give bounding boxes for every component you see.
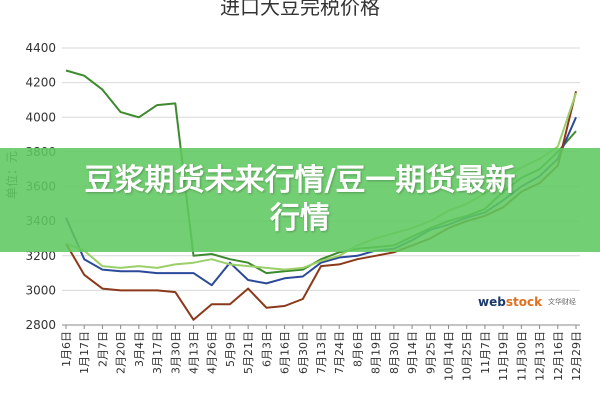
y-tick-label: 4000 <box>25 110 56 124</box>
x-tick-label: 11月19日 <box>497 331 510 381</box>
x-tick-label: 8月30日 <box>388 331 401 374</box>
watermark-subtitle: 文华财经 <box>548 298 577 306</box>
x-tick-label: 4月13日 <box>188 331 201 374</box>
x-tick-label: 3月17日 <box>151 331 164 374</box>
overlay-title-line-2: 行情 <box>270 201 330 236</box>
y-tick-label: 2800 <box>25 318 56 332</box>
watermark-logo-text: webstock <box>478 295 542 309</box>
x-tick-label: 8月19日 <box>370 331 383 374</box>
x-tick-label: 1月17日 <box>78 331 91 374</box>
x-tick-label: 7月24日 <box>333 331 346 374</box>
x-tick-label: 12月16日 <box>552 331 565 381</box>
x-tick-label: 11月7日 <box>479 331 492 374</box>
x-tick-label: 9月14日 <box>406 331 419 374</box>
x-tick-label: 5月21日 <box>242 331 255 374</box>
x-tick-label: 8月6日 <box>351 331 364 367</box>
x-tick-label: 10月14日 <box>443 331 456 381</box>
watermark-logo: webstock 文华财经 <box>478 290 578 314</box>
watermark-logo-a: web <box>478 295 506 309</box>
watermark-logo-b: stock <box>505 295 543 309</box>
y-tick-label: 3200 <box>25 249 56 263</box>
x-tick-label: 6月3日 <box>260 331 273 367</box>
x-tick-label: 12月13日 <box>534 331 547 381</box>
x-tick-label: 10月25日 <box>461 331 474 381</box>
x-tick-label: 3月4日 <box>133 331 146 367</box>
y-tick-label: 3000 <box>25 283 56 297</box>
x-tick-label: 4月26日 <box>206 331 219 374</box>
y-tick-label: 4400 <box>25 41 56 55</box>
x-tick-label: 2月7日 <box>96 331 109 367</box>
y-tick-label: 4200 <box>25 76 56 90</box>
x-tick-label: 7月13日 <box>315 331 328 374</box>
x-tick-label: 12月29日 <box>570 331 583 381</box>
x-tick-label: 3月30日 <box>169 331 182 374</box>
x-tick-label: 6月30日 <box>297 331 310 374</box>
x-tick-label: 11月30日 <box>515 331 528 381</box>
x-tick-label: 9月25日 <box>424 331 437 374</box>
overlay-banner: 豆浆期货未来行情/豆一期货最新 行情 <box>0 148 600 252</box>
x-tick-label: 6月16日 <box>279 331 292 374</box>
overlay-title-line-1: 豆浆期货未来行情/豆一期货最新 <box>84 163 516 198</box>
x-tick-label: 5月9日 <box>224 331 237 367</box>
x-tick-label: 2月20日 <box>115 331 128 374</box>
chart-title: 进口大豆完税价格 <box>220 0 380 19</box>
x-tick-label: 1月6日 <box>60 331 73 367</box>
